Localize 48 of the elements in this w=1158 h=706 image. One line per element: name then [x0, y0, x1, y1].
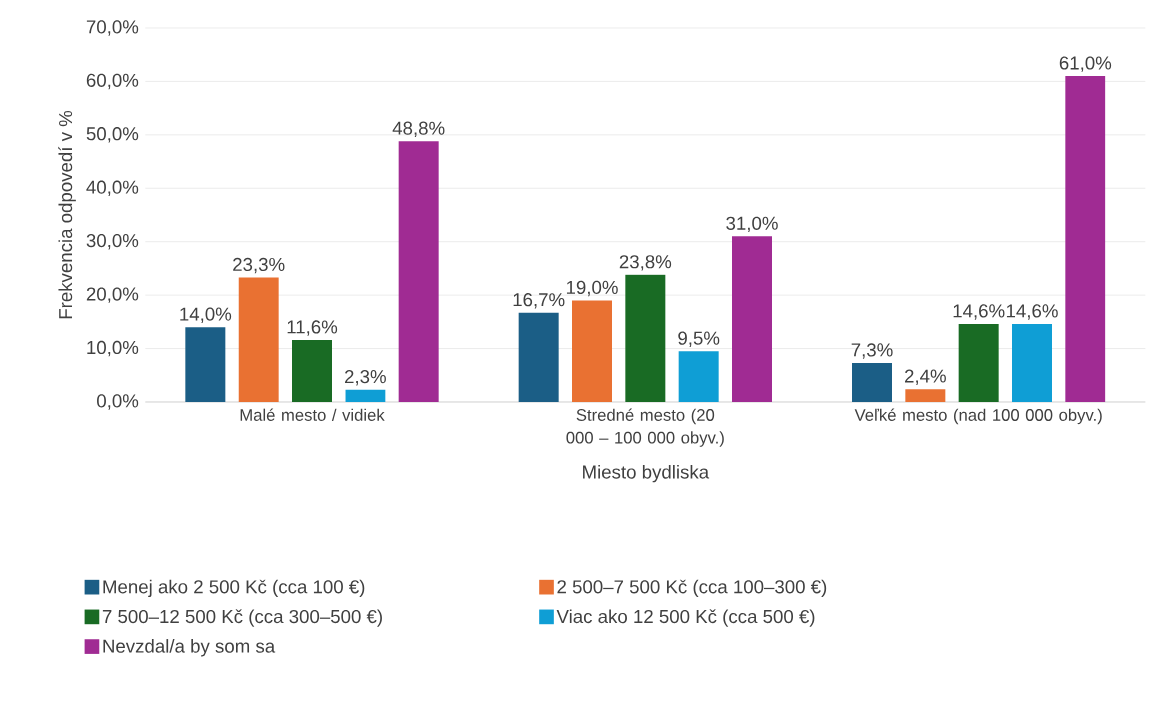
data-label: 14,6%: [1006, 304, 1058, 320]
bar: [345, 389, 386, 402]
data-label: 31,0%: [726, 216, 778, 233]
bar: [572, 300, 612, 402]
bar: [732, 236, 772, 402]
x-tick-label: Stredné mesto (20 000 – 100 000 obyv.): [566, 408, 724, 447]
y-tick-label: 0,0%: [97, 394, 139, 410]
y-tick-label: 60,0%: [86, 73, 139, 90]
data-label: 14,0%: [180, 307, 232, 323]
x-tick-label: Malé mesto / vidiek: [240, 408, 385, 421]
bar: [398, 141, 439, 402]
legend-label: 7 500–12 500 Kč (cca 300–500 €): [102, 609, 382, 627]
data-label: 2,4%: [905, 369, 946, 385]
data-label: 9,5%: [678, 331, 720, 347]
bar: [852, 362, 892, 402]
data-label: 48,8%: [392, 121, 445, 137]
bar: [1012, 323, 1052, 402]
y-tick-label: 20,0%: [86, 287, 139, 303]
bar: [1065, 76, 1106, 402]
legend-label: Nevzdal/a by som sa: [103, 639, 276, 657]
y-tick-label: 30,0%: [86, 233, 139, 250]
bar: [518, 312, 559, 402]
bar: [238, 277, 279, 402]
legend-label: 2 500–7 500 Kč (cca 100–300 €): [557, 579, 827, 598]
bar: [678, 351, 719, 402]
y-tick-label: 50,0%: [86, 127, 139, 143]
data-label: 7,3%: [851, 343, 893, 359]
legend-label: Menej ako 2 500 Kč (cca 100 €): [103, 579, 365, 598]
bar: [625, 274, 666, 402]
data-label: 2,3%: [345, 370, 386, 386]
data-label: 14,6%: [953, 304, 1005, 320]
y-tick-label: 70,0%: [86, 20, 139, 36]
y-axis-title: Frekvencia odpovedí v %: [58, 110, 76, 319]
bar: [958, 323, 999, 402]
bar: [905, 389, 946, 402]
y-tick-label: 40,0%: [86, 180, 139, 196]
bar: [292, 340, 332, 402]
x-tick-label: Veľké mesto (nad 100 000 obyv.): [854, 408, 1102, 425]
data-label: 23,3%: [233, 257, 285, 274]
data-label: 11,6%: [287, 320, 338, 336]
bar: [185, 327, 226, 402]
data-label: 23,8%: [619, 255, 672, 271]
y-tick-label: 10,0%: [87, 340, 139, 357]
data-label: 19,0%: [566, 280, 618, 297]
x-axis-title: Miesto bydliska: [583, 464, 710, 483]
data-label: 16,7%: [513, 293, 565, 309]
data-label: 61,0%: [1059, 56, 1112, 72]
legend-label: Viac ako 12 500 Kč (cca 500 €): [556, 609, 815, 627]
